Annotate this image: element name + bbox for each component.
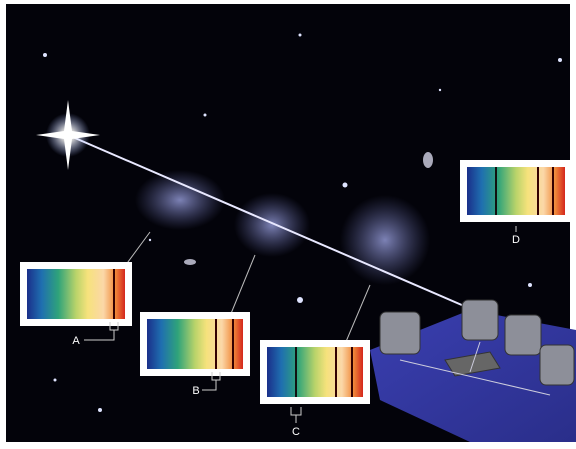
spectrum xyxy=(147,319,243,369)
light-ray xyxy=(67,134,479,313)
quasar xyxy=(36,100,100,170)
bracket xyxy=(202,372,221,391)
spectrum-c: C xyxy=(260,340,370,438)
cable xyxy=(399,359,551,396)
label: D xyxy=(512,234,520,246)
spectrum-a: A xyxy=(20,262,132,347)
star xyxy=(298,33,302,37)
spectrum xyxy=(267,347,363,397)
telescope xyxy=(461,299,499,341)
star xyxy=(342,182,348,188)
connectors xyxy=(124,231,371,345)
cloud xyxy=(135,170,225,230)
connector xyxy=(229,254,256,317)
star xyxy=(558,58,562,62)
spectrum xyxy=(27,269,125,319)
star xyxy=(43,53,47,57)
quasar-spikes xyxy=(36,100,100,170)
telescopes xyxy=(379,299,575,386)
spectrum-d: D xyxy=(460,160,572,246)
cable xyxy=(469,341,481,373)
galaxy xyxy=(184,259,196,265)
star xyxy=(528,283,532,287)
bracket xyxy=(290,407,302,423)
bracket xyxy=(84,322,119,341)
star xyxy=(438,88,442,92)
star xyxy=(203,113,207,117)
galaxy xyxy=(423,152,433,168)
star xyxy=(297,297,303,303)
spectrum-b: B xyxy=(140,312,250,397)
star xyxy=(98,408,102,412)
label: A xyxy=(72,335,80,347)
telescope xyxy=(504,314,542,356)
connector xyxy=(124,231,151,267)
cables xyxy=(399,341,551,396)
label: B xyxy=(192,385,199,397)
telescope xyxy=(539,344,575,386)
telescope xyxy=(379,311,421,355)
connector xyxy=(344,284,371,345)
spectrum xyxy=(467,167,565,215)
star xyxy=(148,238,152,242)
cloud xyxy=(234,193,310,257)
label: C xyxy=(292,426,300,438)
star xyxy=(53,378,57,382)
